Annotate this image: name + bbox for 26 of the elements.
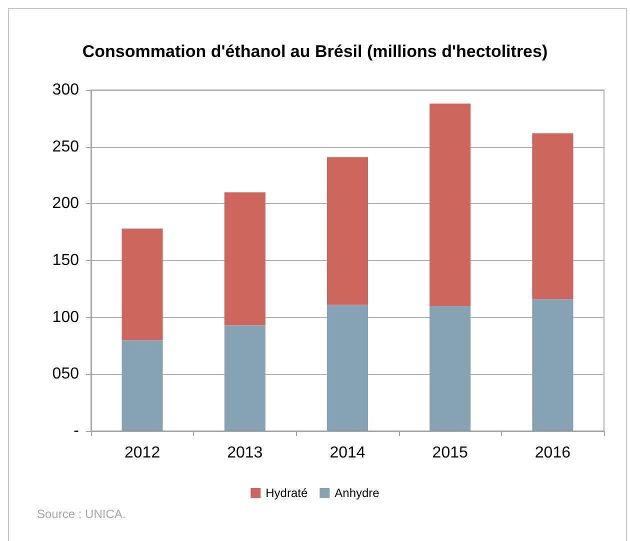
bar <box>224 192 266 326</box>
bar <box>224 325 266 431</box>
y-tick-label: 300 <box>52 82 80 98</box>
y-tick-label: 150 <box>52 252 80 269</box>
bar <box>532 299 574 431</box>
y-tick-label: 200 <box>52 195 80 212</box>
x-tick-label: 2016 <box>534 444 571 462</box>
bar <box>122 228 163 340</box>
y-tick-label: 250 <box>52 138 80 156</box>
y-tick-label: 100 <box>52 308 80 326</box>
bar <box>326 304 368 431</box>
legend-label: Hydraté <box>266 486 308 500</box>
legend-label: Anhydre <box>334 486 380 500</box>
y-tick-label: 050 <box>52 366 80 383</box>
source-note: Source : UNICA. <box>37 507 126 521</box>
x-tick-label: 2015 <box>432 444 468 462</box>
bar <box>122 340 163 431</box>
y-tick-label: - <box>74 422 79 440</box>
chart-title: Consommation d'éthanol au Brésil (millions d'hectolitres) <box>82 42 548 61</box>
bar <box>532 133 574 300</box>
x-tick-label: 2014 <box>330 444 366 462</box>
x-tick-label: 2012 <box>124 444 160 462</box>
bar <box>326 157 368 305</box>
bar <box>430 306 471 431</box>
bar <box>430 104 471 306</box>
x-tick-label: 2013 <box>227 444 263 462</box>
